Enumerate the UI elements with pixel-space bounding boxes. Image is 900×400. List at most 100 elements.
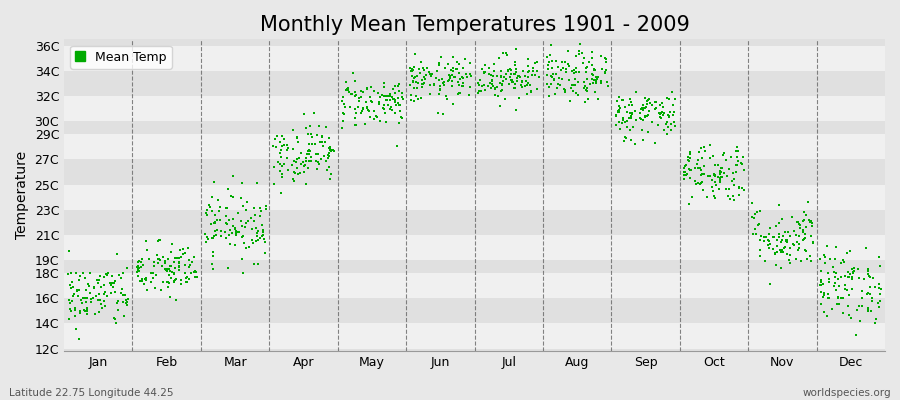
Point bbox=[612, 107, 626, 114]
Point bbox=[566, 82, 580, 88]
Point bbox=[868, 284, 882, 290]
Point bbox=[753, 233, 768, 240]
Point bbox=[528, 72, 543, 78]
Point bbox=[284, 162, 299, 168]
Point bbox=[717, 150, 732, 156]
Point bbox=[430, 68, 445, 74]
Point bbox=[410, 80, 425, 86]
Point bbox=[546, 71, 561, 77]
Point bbox=[451, 91, 465, 97]
Point bbox=[94, 284, 108, 290]
Point bbox=[472, 77, 487, 83]
Point bbox=[238, 220, 253, 226]
Point bbox=[337, 101, 351, 107]
Point bbox=[202, 204, 217, 210]
Point bbox=[868, 320, 883, 326]
Point bbox=[712, 186, 726, 192]
Point bbox=[62, 306, 77, 312]
Point bbox=[384, 107, 399, 114]
Point bbox=[732, 192, 746, 198]
Point bbox=[700, 173, 715, 180]
Point bbox=[301, 130, 315, 137]
Point bbox=[774, 248, 788, 255]
Point bbox=[131, 273, 146, 279]
Point bbox=[75, 300, 89, 306]
Point bbox=[825, 306, 840, 312]
Title: Monthly Mean Temperatures 1901 - 2009: Monthly Mean Temperatures 1901 - 2009 bbox=[259, 15, 689, 35]
Point bbox=[412, 66, 427, 72]
Point bbox=[657, 127, 671, 134]
Point bbox=[676, 176, 690, 182]
Point bbox=[309, 150, 323, 157]
Point bbox=[731, 148, 745, 154]
Point bbox=[97, 298, 112, 304]
Point bbox=[315, 139, 329, 145]
Point bbox=[166, 270, 181, 276]
Point bbox=[707, 178, 722, 185]
Point bbox=[335, 125, 349, 131]
Point bbox=[828, 280, 842, 287]
Point bbox=[518, 83, 532, 89]
Point bbox=[793, 222, 807, 228]
Point bbox=[730, 144, 744, 151]
Point bbox=[93, 272, 107, 279]
Point bbox=[648, 106, 662, 112]
Point bbox=[616, 117, 630, 124]
Point bbox=[615, 120, 629, 127]
Point bbox=[252, 213, 266, 220]
Point bbox=[443, 73, 457, 80]
Point bbox=[436, 78, 451, 85]
Point bbox=[111, 307, 125, 313]
Point bbox=[859, 245, 873, 251]
Point bbox=[526, 65, 540, 72]
Point bbox=[834, 294, 849, 301]
Point bbox=[87, 285, 102, 291]
Point bbox=[862, 284, 877, 290]
Point bbox=[548, 71, 562, 78]
Point bbox=[690, 164, 705, 171]
Point bbox=[639, 104, 653, 110]
Point bbox=[585, 49, 599, 55]
Point bbox=[499, 71, 513, 77]
Point bbox=[861, 290, 876, 297]
Point bbox=[100, 272, 114, 278]
Point bbox=[93, 291, 107, 298]
Point bbox=[78, 308, 93, 314]
Point bbox=[304, 134, 319, 140]
Point bbox=[166, 271, 181, 278]
Point bbox=[641, 128, 655, 135]
Point bbox=[865, 295, 879, 302]
Point bbox=[360, 86, 374, 92]
Point bbox=[165, 249, 179, 256]
Point bbox=[730, 162, 744, 168]
Point bbox=[306, 110, 320, 116]
Point bbox=[667, 119, 681, 125]
Point bbox=[827, 282, 842, 289]
Point bbox=[198, 231, 212, 238]
Point bbox=[463, 60, 477, 66]
Point bbox=[219, 235, 233, 242]
Point bbox=[776, 248, 790, 255]
Point bbox=[286, 127, 301, 133]
Point bbox=[629, 89, 643, 96]
Point bbox=[771, 202, 786, 208]
Point bbox=[508, 66, 523, 72]
Point bbox=[459, 70, 473, 77]
Point bbox=[251, 236, 266, 243]
Point bbox=[645, 101, 660, 108]
Point bbox=[796, 236, 810, 243]
Y-axis label: Temperature: Temperature bbox=[15, 151, 29, 239]
Point bbox=[609, 112, 624, 119]
Point bbox=[611, 94, 625, 100]
Point bbox=[654, 109, 669, 115]
Point bbox=[299, 158, 313, 164]
Point bbox=[581, 96, 596, 103]
Point bbox=[554, 67, 569, 73]
Point bbox=[163, 268, 177, 274]
Point bbox=[147, 263, 161, 269]
Point bbox=[717, 170, 732, 176]
Point bbox=[623, 96, 637, 102]
Point bbox=[845, 266, 859, 272]
Point bbox=[304, 154, 319, 160]
Text: worldspecies.org: worldspecies.org bbox=[803, 388, 891, 398]
